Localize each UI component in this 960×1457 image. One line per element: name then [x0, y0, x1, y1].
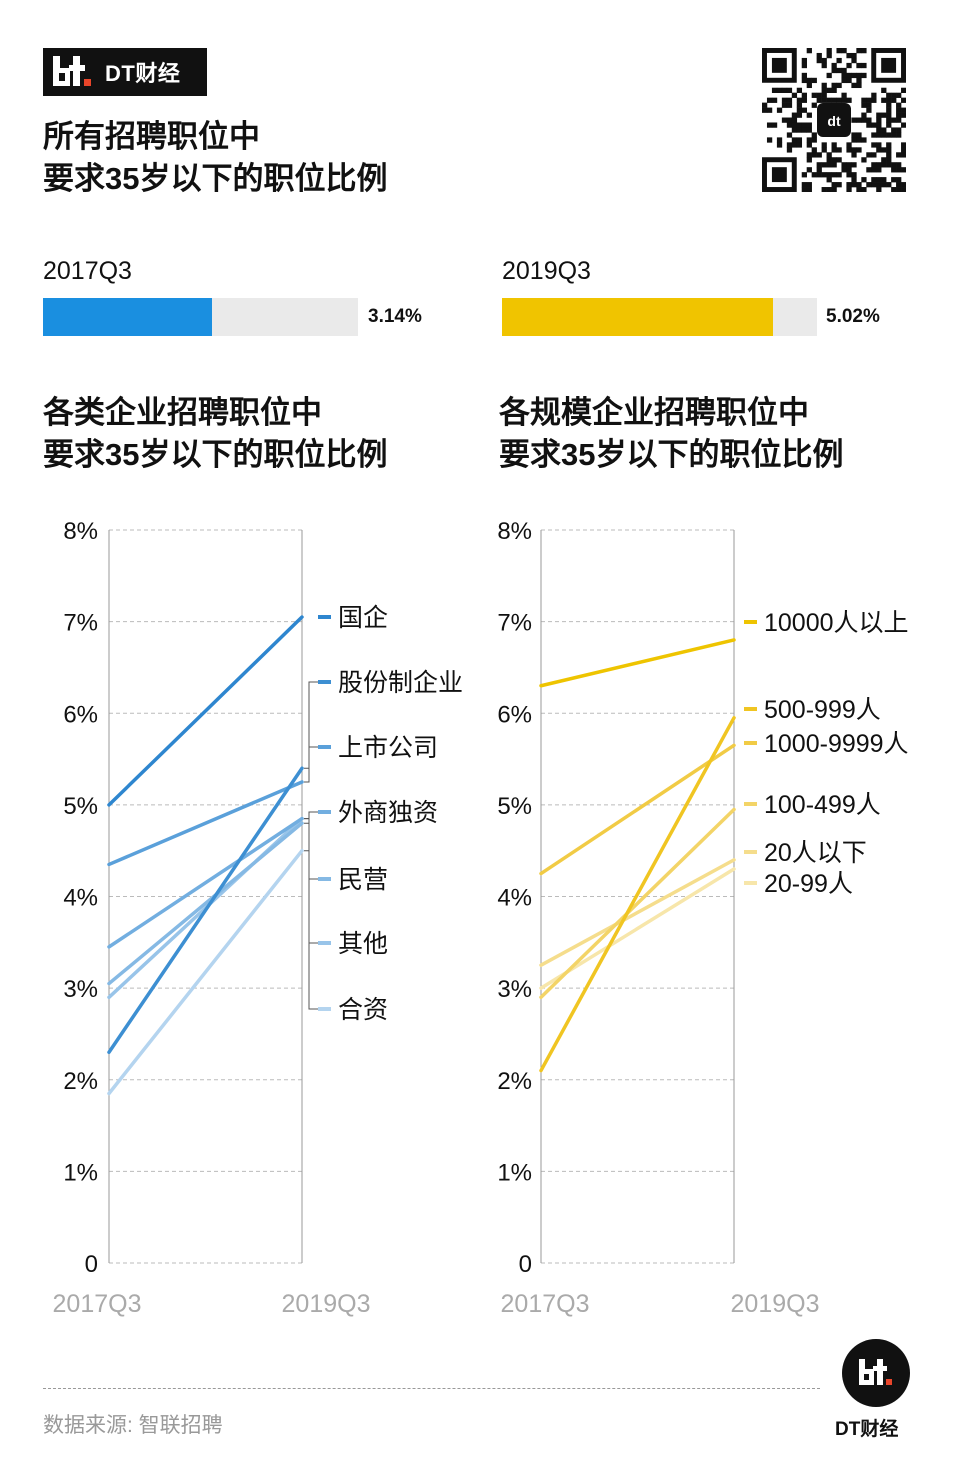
series-line	[107, 615, 304, 807]
legend-label: 20人以下	[764, 839, 867, 867]
series-line	[539, 807, 736, 1000]
legend-label: 上市公司	[338, 734, 438, 762]
y-tick-label: 7%	[63, 610, 98, 637]
legend-connector	[304, 681, 318, 769]
series-line	[107, 766, 304, 1055]
x-tick-label: 2017Q3	[501, 1290, 590, 1318]
y-tick-label: 4%	[497, 885, 532, 912]
y-tick-label: 0	[519, 1251, 532, 1278]
legend-label: 1000-9999人	[764, 730, 909, 758]
y-tick-label: 3%	[63, 976, 98, 1003]
summary-bar-fill-2017	[43, 298, 213, 336]
dt-logo-icon	[859, 1359, 892, 1385]
series-line	[107, 821, 304, 986]
summary-bar-2019	[502, 298, 817, 336]
qr-code-icon: dt	[762, 48, 906, 192]
summary-period-2017: 2017Q3	[43, 257, 132, 285]
y-tick-label: 1%	[63, 1159, 98, 1186]
x-tick-label: 2017Q3	[53, 1290, 142, 1318]
legend-label: 20-99人	[764, 870, 853, 898]
legend-label: 合资	[338, 996, 388, 1024]
legend-label: 500-999人	[764, 696, 881, 724]
y-tick-label: 5%	[63, 793, 98, 820]
legend-label: 100-499人	[764, 791, 881, 819]
chart2-title-line1: 各规模企业招聘职位中	[499, 395, 809, 430]
summary-period-2019: 2019Q3	[502, 257, 591, 285]
brand-header: DT财经	[43, 48, 207, 96]
legend-label: 民营	[338, 866, 388, 894]
y-tick-label: 7%	[497, 610, 532, 637]
legend-label: 股份制企业	[338, 669, 463, 697]
legend-connector	[304, 811, 318, 820]
svg-text:dt: dt	[827, 113, 841, 129]
dt-logo-icon	[53, 56, 91, 86]
y-tick-label: 2%	[63, 1068, 98, 1095]
legend-connector	[304, 850, 318, 1010]
series-line	[539, 743, 736, 876]
y-tick-label: 5%	[497, 793, 532, 820]
legend-connector	[304, 818, 318, 944]
main-title-line2: 要求35岁以下的职位比例	[43, 161, 388, 196]
series-line	[539, 716, 736, 1073]
series-line	[107, 816, 304, 949]
y-tick-label: 3%	[497, 976, 532, 1003]
summary-bar-fill-2019	[502, 298, 773, 336]
y-tick-label: 6%	[497, 701, 532, 728]
legend-connector	[304, 746, 318, 783]
data-source: 数据来源: 智联招聘	[43, 1414, 223, 1437]
chart1-title-line2: 要求35岁以下的职位比例	[43, 437, 388, 472]
x-tick-label: 2019Q3	[282, 1290, 371, 1318]
summary-bar-2017	[43, 298, 358, 336]
footer-logo	[842, 1339, 910, 1407]
y-tick-label: 6%	[63, 701, 98, 728]
footer-divider	[43, 1388, 820, 1389]
footer-brand-name: DT财经	[835, 1419, 899, 1440]
y-tick-label: 0	[85, 1251, 98, 1278]
y-tick-label: 4%	[63, 885, 98, 912]
chart1-title-line1: 各类企业招聘职位中	[43, 395, 322, 430]
legend-label: 国企	[338, 604, 388, 632]
summary-value-2019: 5.02%	[826, 306, 880, 327]
brand-name: DT财经	[105, 61, 181, 86]
y-tick-label: 8%	[497, 518, 532, 545]
main-title-line1: 所有招聘职位中	[43, 119, 260, 154]
series-line	[539, 638, 736, 688]
legend-label: 其他	[338, 930, 388, 958]
y-tick-label: 8%	[63, 518, 98, 545]
line-charts: 0 1% 2% 3% 4% 5% 6% 7% 8% 2017Q3 2019Q3 国企股份制企业上市公司…	[53, 518, 909, 1318]
y-tick-label: 2%	[497, 1068, 532, 1095]
series-line	[539, 858, 736, 967]
legend-label: 10000人以上	[764, 609, 909, 637]
y-tick-label: 1%	[497, 1159, 532, 1186]
summary-value-2017: 3.14%	[368, 306, 422, 327]
x-tick-label: 2019Q3	[731, 1290, 820, 1318]
legend-label: 外商独资	[338, 799, 438, 827]
series-line	[107, 848, 304, 1096]
chart2-title-line2: 要求35岁以下的职位比例	[499, 437, 844, 472]
series-line	[107, 780, 304, 867]
